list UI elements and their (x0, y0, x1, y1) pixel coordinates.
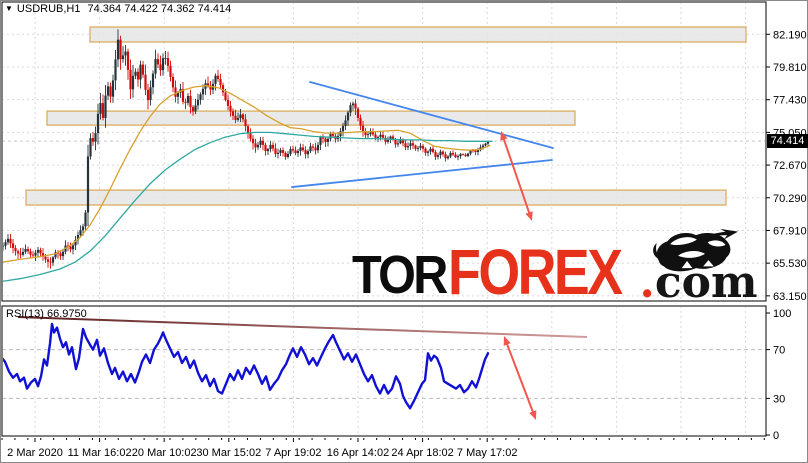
ma-slow-line (3, 131, 493, 282)
rsi-forecast-arrow (503, 336, 537, 420)
symbol-dropdown-icon[interactable]: ▼ (5, 4, 13, 13)
price-forecast-arrow (500, 131, 533, 221)
price-axis-label: 82.190 (773, 29, 807, 41)
logo-forex: FOREX (448, 235, 623, 308)
arrow-head (525, 211, 533, 221)
rsi-axis-label: 100 (773, 308, 791, 320)
trendline[interactable] (291, 159, 553, 188)
rsi-panel-border (1, 305, 767, 437)
date-axis-label: 24 Apr 18:02 (391, 447, 453, 459)
chart-ohlc-values: 74.364 74.422 74.362 74.414 (87, 3, 232, 15)
support-resistance-zone (89, 26, 747, 43)
date-axis-label: 2 Mar 2020 (7, 447, 63, 459)
date-axis-label: 7 May 17:02 (457, 447, 518, 459)
arrow-head (529, 410, 537, 420)
rsi-axis-label: 30 (773, 393, 785, 405)
rsi-axis-label: 70 (773, 345, 785, 357)
date-axis-label: 11 Mar 16:02 (68, 447, 132, 459)
rsi-line (3, 322, 490, 410)
rsi-panel[interactable] (2, 306, 766, 436)
trendline[interactable] (309, 81, 554, 149)
date-axis-label: 30 Mar 15:02 (196, 447, 261, 459)
ma-fast-line (3, 85, 491, 263)
price-axis-label: 63.150 (773, 291, 807, 303)
rsi-indicator-label: RSI(13) 66.9750 (6, 308, 87, 320)
support-resistance-zone (25, 189, 727, 206)
chart-symbol-timeframe: USDRUB,H1 (16, 3, 81, 15)
rsi-trendline[interactable] (17, 316, 588, 339)
torforex-watermark: TOR FOREX. com (352, 228, 758, 308)
date-axis-label: 16 Apr 14:02 (327, 447, 389, 459)
price-axis-label: 65.530 (773, 258, 807, 270)
price-axis-label: 79.810 (773, 62, 807, 74)
arrow-head (500, 131, 508, 141)
arrow-head (503, 336, 511, 346)
rsi-axis-label: 0 (773, 430, 779, 442)
support-resistance-zone (46, 110, 576, 126)
price-axis-label: 77.430 (773, 95, 807, 107)
price-axis-label: 72.670 (773, 160, 807, 172)
logo-tor: TOR (352, 245, 448, 306)
date-axis-label: 20 Mar 10:02 (132, 447, 197, 459)
candlestick-series (3, 29, 490, 269)
price-axis-label: 70.290 (773, 193, 807, 205)
main-panel-border (1, 1, 767, 302)
current-price-badge: 74.414 (767, 134, 808, 148)
chart-title: ▼ USDRUB,H1 74.364 74.422 74.362 74.414 (5, 3, 231, 15)
main-price-panel[interactable] (2, 2, 766, 301)
price-axis-label: 67.910 (773, 225, 807, 237)
date-axis-label: 7 Apr 19:02 (265, 447, 321, 459)
bull-logo-icon (653, 228, 738, 272)
logo-dot: . (639, 256, 655, 308)
